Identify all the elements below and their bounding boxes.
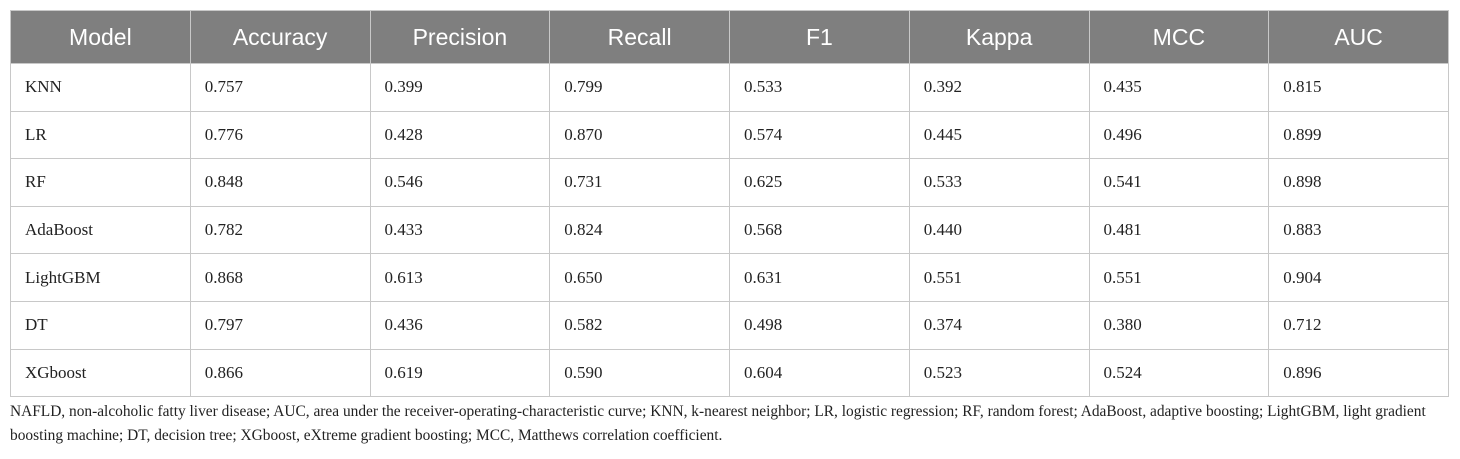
results-table: Model Accuracy Precision Recall F1 Kappa MCC AU… bbox=[10, 10, 1449, 398]
metric-cell: 0.523 bbox=[908, 348, 1090, 398]
metric-cell: 0.868 bbox=[189, 253, 371, 302]
table-row: AdaBoost 0.782 0.433 0.824 0.568 0.440 0.481 0.… bbox=[10, 205, 1449, 255]
metric-cell: 0.533 bbox=[908, 158, 1090, 207]
metric-cell: 0.904 bbox=[1268, 253, 1449, 302]
table-row: RF 0.848 0.546 0.731 0.625 0.533 0.541 0.898 bbox=[10, 158, 1449, 207]
model-cell: KNN bbox=[10, 63, 191, 112]
metric-cell: 0.712 bbox=[1268, 300, 1449, 350]
metric-cell: 0.731 bbox=[549, 158, 730, 207]
table-row: LR 0.776 0.428 0.870 0.574 0.445 0.496 0.899 bbox=[10, 110, 1449, 160]
metric-cell: 0.604 bbox=[729, 348, 910, 398]
header-cell: Recall bbox=[549, 10, 730, 64]
metric-cell: 0.574 bbox=[729, 110, 910, 160]
metric-cell: 0.435 bbox=[1088, 63, 1270, 112]
metric-cell: 0.782 bbox=[189, 205, 371, 255]
table-row: KNN 0.757 0.399 0.799 0.533 0.392 0.435 0.815 bbox=[10, 63, 1449, 112]
metric-cell: 0.799 bbox=[549, 63, 730, 112]
metric-cell: 0.870 bbox=[549, 110, 730, 160]
header-row: Model Accuracy Precision Recall F1 Kappa MCC AU… bbox=[10, 10, 1449, 64]
metric-cell: 0.445 bbox=[908, 110, 1090, 160]
table-body: KNN 0.757 0.399 0.799 0.533 0.392 0.435 0.815 LR… bbox=[10, 63, 1449, 398]
metric-cell: 0.551 bbox=[1088, 253, 1270, 302]
metric-cell: 0.776 bbox=[189, 110, 371, 160]
metric-cell: 0.399 bbox=[369, 63, 551, 112]
model-cell: DT bbox=[10, 300, 191, 350]
header-cell: Kappa bbox=[908, 10, 1090, 64]
metric-cell: 0.433 bbox=[369, 205, 551, 255]
metric-cell: 0.568 bbox=[729, 205, 910, 255]
metric-cell: 0.619 bbox=[369, 348, 551, 398]
metric-cell: 0.625 bbox=[729, 158, 910, 207]
metric-cell: 0.848 bbox=[189, 158, 371, 207]
metric-cell: 0.896 bbox=[1268, 348, 1449, 398]
metric-cell: 0.899 bbox=[1268, 110, 1449, 160]
model-cell: LR bbox=[10, 110, 191, 160]
header-cell: Precision bbox=[369, 10, 551, 64]
metric-cell: 0.392 bbox=[908, 63, 1090, 112]
metric-cell: 0.898 bbox=[1268, 158, 1449, 207]
metric-cell: 0.524 bbox=[1088, 348, 1270, 398]
metric-cell: 0.590 bbox=[549, 348, 730, 398]
metric-cell: 0.440 bbox=[908, 205, 1090, 255]
metric-cell: 0.631 bbox=[729, 253, 910, 302]
metric-cell: 0.546 bbox=[369, 158, 551, 207]
model-cell: XGboost bbox=[10, 348, 191, 398]
header-cell: MCC bbox=[1088, 10, 1270, 64]
footnote: NAFLD, non-alcoholic fatty liver disease… bbox=[10, 403, 1426, 444]
metric-cell: 0.374 bbox=[908, 300, 1090, 350]
metric-cell: 0.582 bbox=[549, 300, 730, 350]
metric-cell: 0.797 bbox=[189, 300, 371, 350]
metric-cell: 0.541 bbox=[1088, 158, 1270, 207]
metric-cell: 0.533 bbox=[729, 63, 910, 112]
header-cell: F1 bbox=[729, 10, 910, 64]
metric-cell: 0.496 bbox=[1088, 110, 1270, 160]
model-cell: AdaBoost bbox=[10, 205, 191, 255]
table-row: LightGBM 0.868 0.613 0.650 0.631 0.551 0.551 0.… bbox=[10, 253, 1449, 302]
table-row: XGboost 0.866 0.619 0.590 0.604 0.523 0.524 0.8… bbox=[10, 348, 1449, 398]
metric-cell: 0.498 bbox=[729, 300, 910, 350]
header-cell: Accuracy bbox=[189, 10, 371, 64]
metric-cell: 0.428 bbox=[369, 110, 551, 160]
metric-cell: 0.551 bbox=[908, 253, 1090, 302]
metric-cell: 0.650 bbox=[549, 253, 730, 302]
metric-cell: 0.481 bbox=[1088, 205, 1270, 255]
metric-cell: 0.613 bbox=[369, 253, 551, 302]
model-cell: RF bbox=[10, 158, 191, 207]
metric-cell: 0.883 bbox=[1268, 205, 1449, 255]
table-row: DT 0.797 0.436 0.582 0.498 0.374 0.380 0.712 bbox=[10, 300, 1449, 350]
metric-cell: 0.380 bbox=[1088, 300, 1270, 350]
model-cell: LightGBM bbox=[10, 253, 191, 302]
header-cell: Model bbox=[10, 10, 191, 64]
header-cell: AUC bbox=[1268, 10, 1449, 64]
metric-cell: 0.757 bbox=[189, 63, 371, 112]
metric-cell: 0.866 bbox=[189, 348, 371, 398]
metric-cell: 0.824 bbox=[549, 205, 730, 255]
metric-cell: 0.815 bbox=[1268, 63, 1449, 112]
metric-cell: 0.436 bbox=[369, 300, 551, 350]
